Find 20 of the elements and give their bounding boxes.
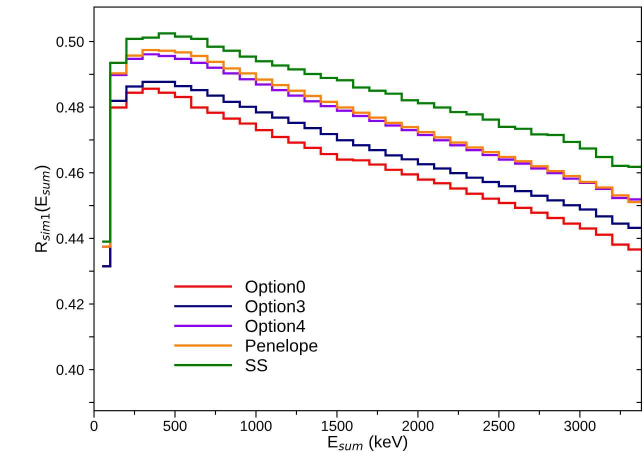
legend-label: Option4 [246,319,306,336]
y-axis-title: R$_{sim1}$(E$_{sum}$) [34,166,50,252]
y-tick-label: 0.44 [56,233,84,244]
legend-label: Penelope [246,338,318,356]
legend-label: SS [246,359,268,372]
y-tick-label: 0.46 [56,168,84,178]
legend-label: Option3 [246,300,305,316]
x-tick-label: 1000 [240,420,272,432]
x-tick-label: 3000 [564,420,596,432]
y-tick-label: 0.48 [56,102,84,113]
legend-label: Option0 [246,280,305,296]
x-axis-title: E$_{sum}$ (keV) [328,435,408,451]
y-tick-label: 0.42 [56,299,84,310]
y-tick-label: 0.50 [56,36,84,47]
x-tick-label: 2000 [402,420,434,432]
y-tick-label: 0.40 [56,364,84,376]
x-tick-label: 2500 [483,420,515,432]
x-tick-label: 0 [90,420,98,432]
x-tick-label: 1500 [322,420,353,432]
x-tick-label: 500 [163,420,187,432]
